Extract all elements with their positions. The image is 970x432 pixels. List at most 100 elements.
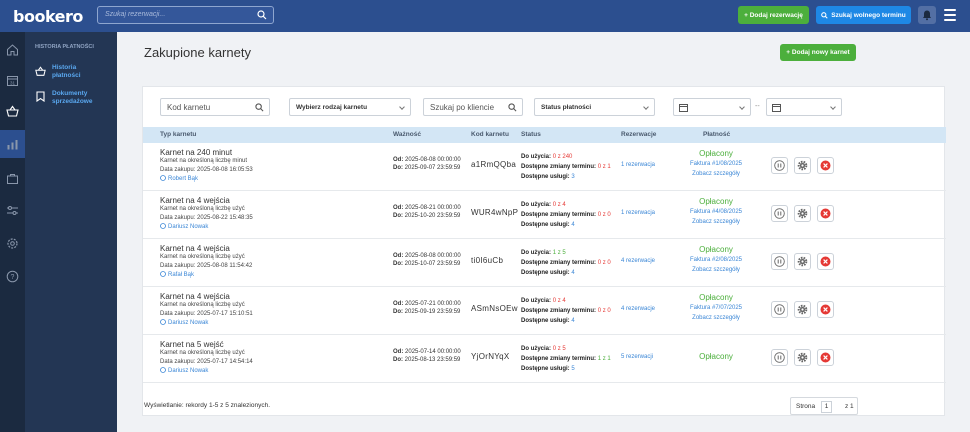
settings-button[interactable] xyxy=(794,253,811,270)
pause-button[interactable] xyxy=(771,157,788,174)
reservations-link[interactable]: 1 rezerwacja xyxy=(621,162,656,168)
details-link[interactable]: Zobacz szczegóły xyxy=(692,267,740,273)
table-row[interactable]: Karnet na 4 wejścia Karnet na określoną l… xyxy=(143,287,946,335)
col-validity[interactable]: Ważność xyxy=(393,131,421,138)
help-icon[interactable]: ? xyxy=(6,270,19,283)
pass-type-select[interactable]: Wybierz rodzaj karnetu xyxy=(289,98,411,116)
uses-count: 0 z 4 xyxy=(552,298,566,304)
table-row[interactable]: Karnet na 4 wejścia Karnet na określoną l… xyxy=(143,239,946,287)
client-link[interactable]: Dariusz Nowak xyxy=(160,319,253,328)
client-link[interactable]: Robert Bąk xyxy=(160,175,253,184)
details-link[interactable]: Zobacz szczegóły xyxy=(692,171,740,177)
col-type[interactable]: Typ karnetu xyxy=(160,131,197,138)
home-icon[interactable] xyxy=(6,43,19,56)
pass-type-cell: Karnet na 4 wejścia Karnet na określoną l… xyxy=(160,244,252,280)
col-reservations[interactable]: Rezerwacje xyxy=(621,131,657,138)
notifications-button[interactable] xyxy=(918,6,936,24)
settings-button[interactable] xyxy=(794,349,811,366)
reservations-link[interactable]: 4 rezerwacje xyxy=(621,258,656,264)
nav-payment-history[interactable]: Historia płatności xyxy=(33,64,113,82)
invoice-link[interactable]: Faktura #1/08/2025 xyxy=(689,161,743,167)
close-circle-icon xyxy=(820,304,831,315)
settings-button[interactable] xyxy=(794,301,811,318)
settings-button[interactable] xyxy=(794,157,811,174)
user-circle-icon xyxy=(160,271,166,277)
date-to-picker[interactable] xyxy=(766,98,842,116)
client-link[interactable]: Rafał Bąk xyxy=(160,271,252,280)
table-row[interactable]: Karnet na 240 minut Karnet na określoną l… xyxy=(143,143,946,191)
settings-gear-icon[interactable] xyxy=(6,237,19,250)
logo[interactable]: bookero xyxy=(13,7,83,26)
delete-button[interactable] xyxy=(817,349,834,366)
reservations-link[interactable]: 1 rezerwacja xyxy=(621,210,656,216)
bookmark-icon xyxy=(36,91,45,102)
table-row[interactable]: Karnet na 5 wejść Karnet na określoną lic… xyxy=(143,335,946,383)
briefcase-icon[interactable] xyxy=(6,172,19,185)
services-label: Dostępne usługi: xyxy=(521,366,570,372)
gear-icon xyxy=(797,160,808,171)
changes-count: 0 z 0 xyxy=(597,212,611,218)
main-content: Zakupione karnety + Dodaj nowy karnet Ko… xyxy=(117,32,970,432)
services-label: Dostępne usługi: xyxy=(521,174,570,180)
reservations-link[interactable]: 4 rezerwacje xyxy=(621,306,656,312)
pass-name: Karnet na 4 wejścia xyxy=(160,196,230,205)
changes-count: 1 z 1 xyxy=(597,356,611,362)
col-status[interactable]: Status xyxy=(521,131,541,138)
pause-button[interactable] xyxy=(771,205,788,222)
to-label: Do: xyxy=(393,165,403,171)
date-from-picker[interactable] xyxy=(673,98,751,116)
table-row[interactable]: Karnet na 4 wejścia Karnet na określoną l… xyxy=(143,191,946,239)
chevron-down-icon xyxy=(739,104,745,110)
delete-button[interactable] xyxy=(817,205,834,222)
delete-button[interactable] xyxy=(817,157,834,174)
col-code[interactable]: Kod karnetu xyxy=(471,131,509,138)
sliders-icon[interactable] xyxy=(6,204,19,217)
delete-button[interactable] xyxy=(817,253,834,270)
purchase-date: Data zakupu: 2025-08-22 15:48:35 xyxy=(160,215,253,221)
reservations-link[interactable]: 5 rezerwacji xyxy=(621,354,654,360)
invoice-link[interactable]: Faktura #4/08/2025 xyxy=(689,209,743,215)
pause-button[interactable] xyxy=(771,301,788,318)
payment-status-select[interactable]: Status płatności xyxy=(534,98,655,116)
details-link[interactable]: Zobacz szczegóły xyxy=(692,315,740,321)
pass-subtype: Karnet na określoną liczbę użyć xyxy=(160,350,245,356)
basket-icon[interactable] xyxy=(6,105,19,118)
valid-to: 2025-09-19 23:59:59 xyxy=(404,309,461,315)
invoice-link[interactable]: Faktura #2/08/2025 xyxy=(689,257,743,263)
add-reservation-button[interactable]: + Dodaj rezerwację xyxy=(738,6,809,24)
settings-button[interactable] xyxy=(794,205,811,222)
pass-code-input[interactable]: Kod karnetu xyxy=(160,98,270,116)
purchase-date: Data zakupu: 2025-08-08 16:05:53 xyxy=(160,167,253,173)
stats-icon[interactable] xyxy=(6,138,19,151)
pause-button[interactable] xyxy=(771,349,788,366)
search-input[interactable]: Szukaj rezerwacji... xyxy=(105,11,166,18)
calendar-icon[interactable]: 31 xyxy=(6,74,19,87)
uses-count: 0 z 240 xyxy=(552,154,573,160)
page-label: Strona xyxy=(796,403,816,410)
details-link[interactable]: Zobacz szczegóły xyxy=(692,219,740,225)
to-use-label: Do użycia: xyxy=(521,298,552,304)
services-label: Dostępne usługi: xyxy=(521,318,570,324)
payment-status: Opłacony xyxy=(699,149,733,158)
nav-sales-documents[interactable]: Dokumenty sprzedażowe xyxy=(33,90,113,108)
pass-name: Karnet na 4 wejścia xyxy=(160,244,230,253)
find-slot-button[interactable]: Szukaj wolnego terminu xyxy=(816,6,911,24)
client-link[interactable]: Dariusz Nowak xyxy=(160,367,253,376)
search-icon[interactable] xyxy=(257,10,267,20)
client-search-input[interactable]: Szukaj po kliencie xyxy=(423,98,523,116)
changes-label: Dostępne zmiany terminu: xyxy=(521,212,597,218)
hamburger-menu-icon[interactable] xyxy=(944,9,956,24)
chevron-down-icon xyxy=(399,104,405,110)
status-cell: Do użycia: 0 z 4 Dostępne zmiany terminu:… xyxy=(521,200,611,230)
validity-cell: Od: 2025-07-21 00:00:00 Do: 2025-09-19 23… xyxy=(393,300,461,316)
col-payment[interactable]: Płatność xyxy=(703,131,731,138)
pause-button[interactable] xyxy=(771,253,788,270)
services-count: 4 xyxy=(571,270,575,276)
add-pass-button[interactable]: + Dodaj nowy karnet xyxy=(780,44,856,61)
status-cell: Do użycia: 1 z 5 Dostępne zmiany terminu:… xyxy=(521,248,611,278)
page-number-input[interactable]: 1 xyxy=(821,401,832,413)
invoice-link[interactable]: Faktura #7/07/2025 xyxy=(689,305,743,311)
client-link[interactable]: Dariusz Nowak xyxy=(160,223,253,232)
reservation-search[interactable]: Szukaj rezerwacji... xyxy=(97,6,274,24)
delete-button[interactable] xyxy=(817,301,834,318)
